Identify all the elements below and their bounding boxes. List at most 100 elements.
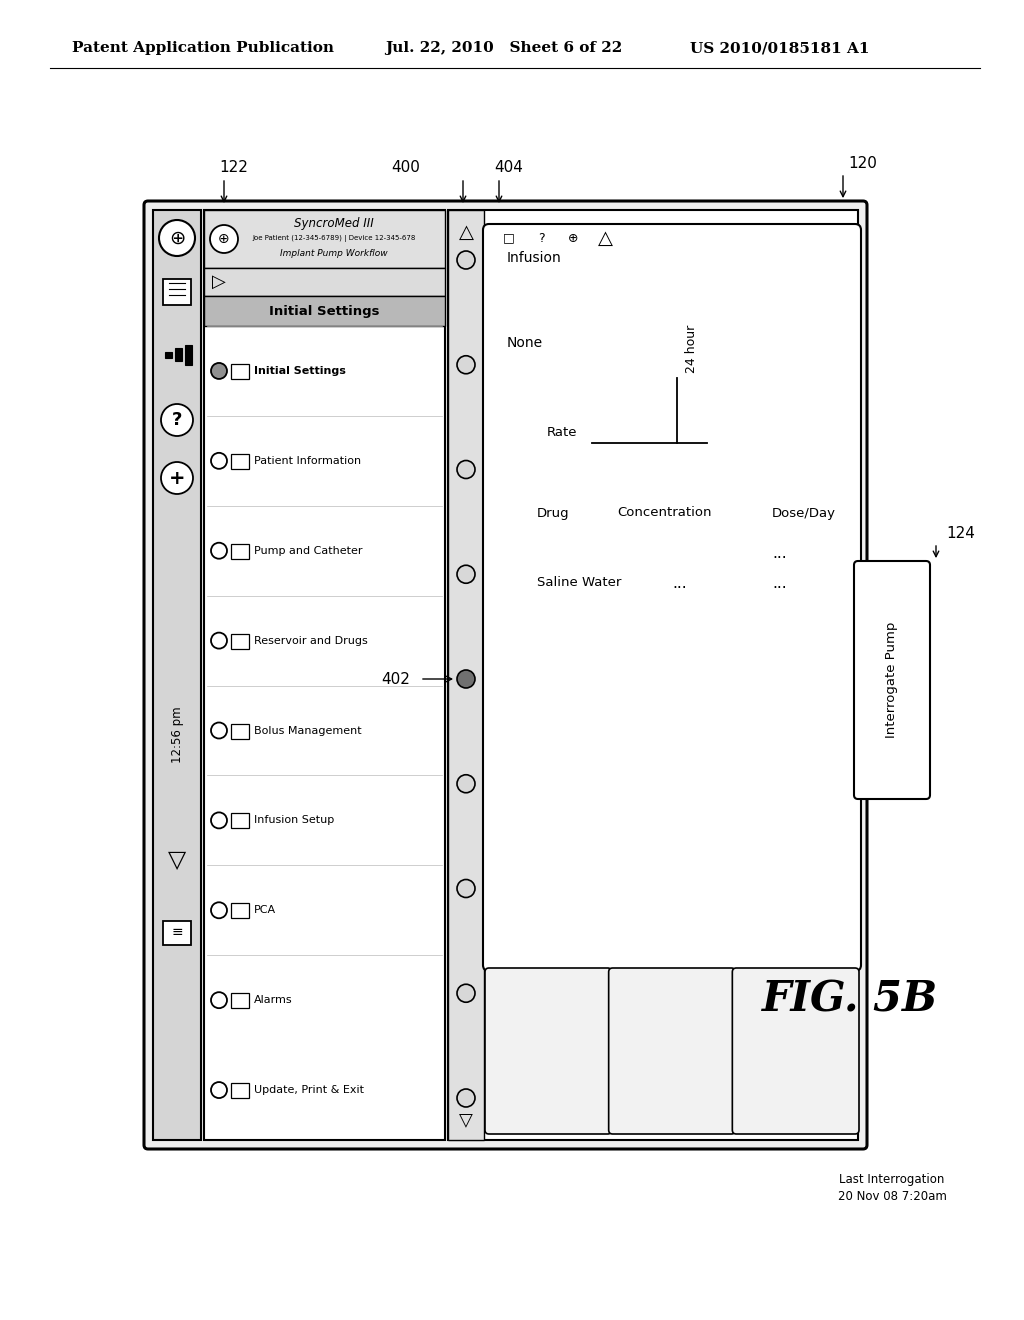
Circle shape	[211, 722, 227, 738]
Bar	[231, 634, 249, 648]
Text: ...: ...	[772, 576, 786, 590]
Text: US 2010/0185181 A1: US 2010/0185181 A1	[690, 41, 869, 55]
Text: ⊕: ⊕	[169, 228, 185, 248]
Bar	[204, 268, 445, 296]
Text: +: +	[169, 469, 185, 487]
Bar	[204, 210, 445, 268]
Text: Infusion: Infusion	[507, 251, 562, 265]
Text: Concentration: Concentration	[617, 507, 712, 520]
FancyBboxPatch shape	[608, 968, 735, 1134]
Text: Drug: Drug	[537, 507, 569, 520]
Circle shape	[495, 224, 523, 252]
Bar	[175, 348, 182, 360]
Text: ?: ?	[538, 231, 545, 244]
Text: 120: 120	[848, 156, 877, 170]
Text: Update, Print & Exit: Update, Print & Exit	[254, 1085, 364, 1096]
Text: 20 Nov 08 7:20am: 20 Nov 08 7:20am	[838, 1191, 946, 1204]
Circle shape	[211, 1082, 227, 1098]
Circle shape	[161, 462, 193, 494]
Text: Implant Pump Workflow: Implant Pump Workflow	[281, 248, 388, 257]
Text: Initial Settings: Initial Settings	[254, 366, 346, 376]
Bar	[231, 993, 249, 1008]
Circle shape	[211, 903, 227, 919]
Text: Patent Application Publication: Patent Application Publication	[72, 41, 334, 55]
Circle shape	[457, 985, 475, 1002]
Text: Joe Patient (12-345-6789) | Device 12-345-678: Joe Patient (12-345-6789) | Device 12-34…	[252, 235, 416, 242]
Circle shape	[159, 220, 195, 256]
Circle shape	[457, 1089, 475, 1107]
Circle shape	[211, 993, 227, 1008]
Text: 400: 400	[391, 161, 420, 176]
Text: ▷: ▷	[212, 273, 226, 290]
Text: ⊕: ⊕	[567, 231, 579, 244]
Text: ...: ...	[772, 545, 786, 561]
Bar	[163, 279, 191, 305]
Circle shape	[457, 251, 475, 269]
Text: ...: ...	[672, 576, 687, 590]
Circle shape	[457, 671, 475, 688]
Text: 24 hour: 24 hour	[685, 325, 698, 374]
Bar	[449, 210, 858, 1140]
FancyBboxPatch shape	[144, 201, 867, 1148]
Bar	[204, 296, 445, 326]
FancyBboxPatch shape	[485, 968, 611, 1134]
Text: ⊕: ⊕	[218, 232, 229, 246]
Bar	[231, 723, 249, 738]
Text: Initial Settings: Initial Settings	[268, 305, 379, 318]
Text: Jul. 22, 2010   Sheet 6 of 22: Jul. 22, 2010 Sheet 6 of 22	[385, 41, 623, 55]
Text: ?: ?	[172, 411, 182, 429]
Text: Reservoir and Drugs: Reservoir and Drugs	[254, 636, 368, 645]
Circle shape	[457, 879, 475, 898]
Circle shape	[211, 363, 227, 379]
Text: Alarms: Alarms	[254, 995, 293, 1005]
Circle shape	[457, 356, 475, 374]
Circle shape	[457, 461, 475, 479]
Bar	[231, 454, 249, 469]
Text: □: □	[503, 231, 515, 244]
Circle shape	[211, 453, 227, 469]
FancyBboxPatch shape	[483, 224, 861, 972]
Text: 402: 402	[381, 672, 410, 686]
Circle shape	[457, 565, 475, 583]
Circle shape	[210, 224, 238, 253]
FancyBboxPatch shape	[732, 968, 859, 1134]
Bar	[449, 210, 484, 1140]
Text: △: △	[459, 223, 473, 242]
Bar	[153, 210, 201, 1140]
Text: SyncroMed III: SyncroMed III	[294, 218, 374, 231]
Text: ≡: ≡	[171, 925, 183, 939]
Text: 122: 122	[219, 161, 248, 176]
Bar	[231, 903, 249, 919]
Bar	[231, 1082, 249, 1098]
Bar	[231, 813, 249, 829]
Text: 124: 124	[946, 525, 975, 540]
Text: Last Interrogation: Last Interrogation	[840, 1173, 945, 1187]
Text: Bolus Management: Bolus Management	[254, 726, 361, 735]
Bar	[231, 364, 249, 379]
Bar	[231, 544, 249, 558]
Circle shape	[527, 224, 555, 252]
Text: 12:56 pm: 12:56 pm	[171, 706, 183, 763]
Text: PCA: PCA	[254, 906, 276, 915]
Text: ▽: ▽	[168, 847, 186, 873]
Text: 404: 404	[494, 161, 523, 176]
Circle shape	[211, 632, 227, 648]
Text: Rate: Rate	[547, 426, 578, 440]
Text: Patient Information: Patient Information	[254, 455, 361, 466]
Circle shape	[559, 224, 587, 252]
Text: Interrogate Pump: Interrogate Pump	[886, 622, 898, 738]
Circle shape	[457, 775, 475, 793]
Circle shape	[161, 404, 193, 436]
Circle shape	[211, 543, 227, 558]
Text: ▽: ▽	[459, 1111, 473, 1129]
FancyBboxPatch shape	[854, 561, 930, 799]
Text: Saline Water: Saline Water	[537, 577, 622, 590]
Text: Dose/Day: Dose/Day	[772, 507, 836, 520]
Text: Infusion Setup: Infusion Setup	[254, 816, 334, 825]
Text: △: △	[597, 228, 612, 248]
Bar	[204, 210, 445, 1140]
Bar	[165, 352, 172, 358]
Bar	[185, 345, 193, 366]
Text: None: None	[507, 337, 543, 350]
Text: Pump and Catheter: Pump and Catheter	[254, 545, 362, 556]
